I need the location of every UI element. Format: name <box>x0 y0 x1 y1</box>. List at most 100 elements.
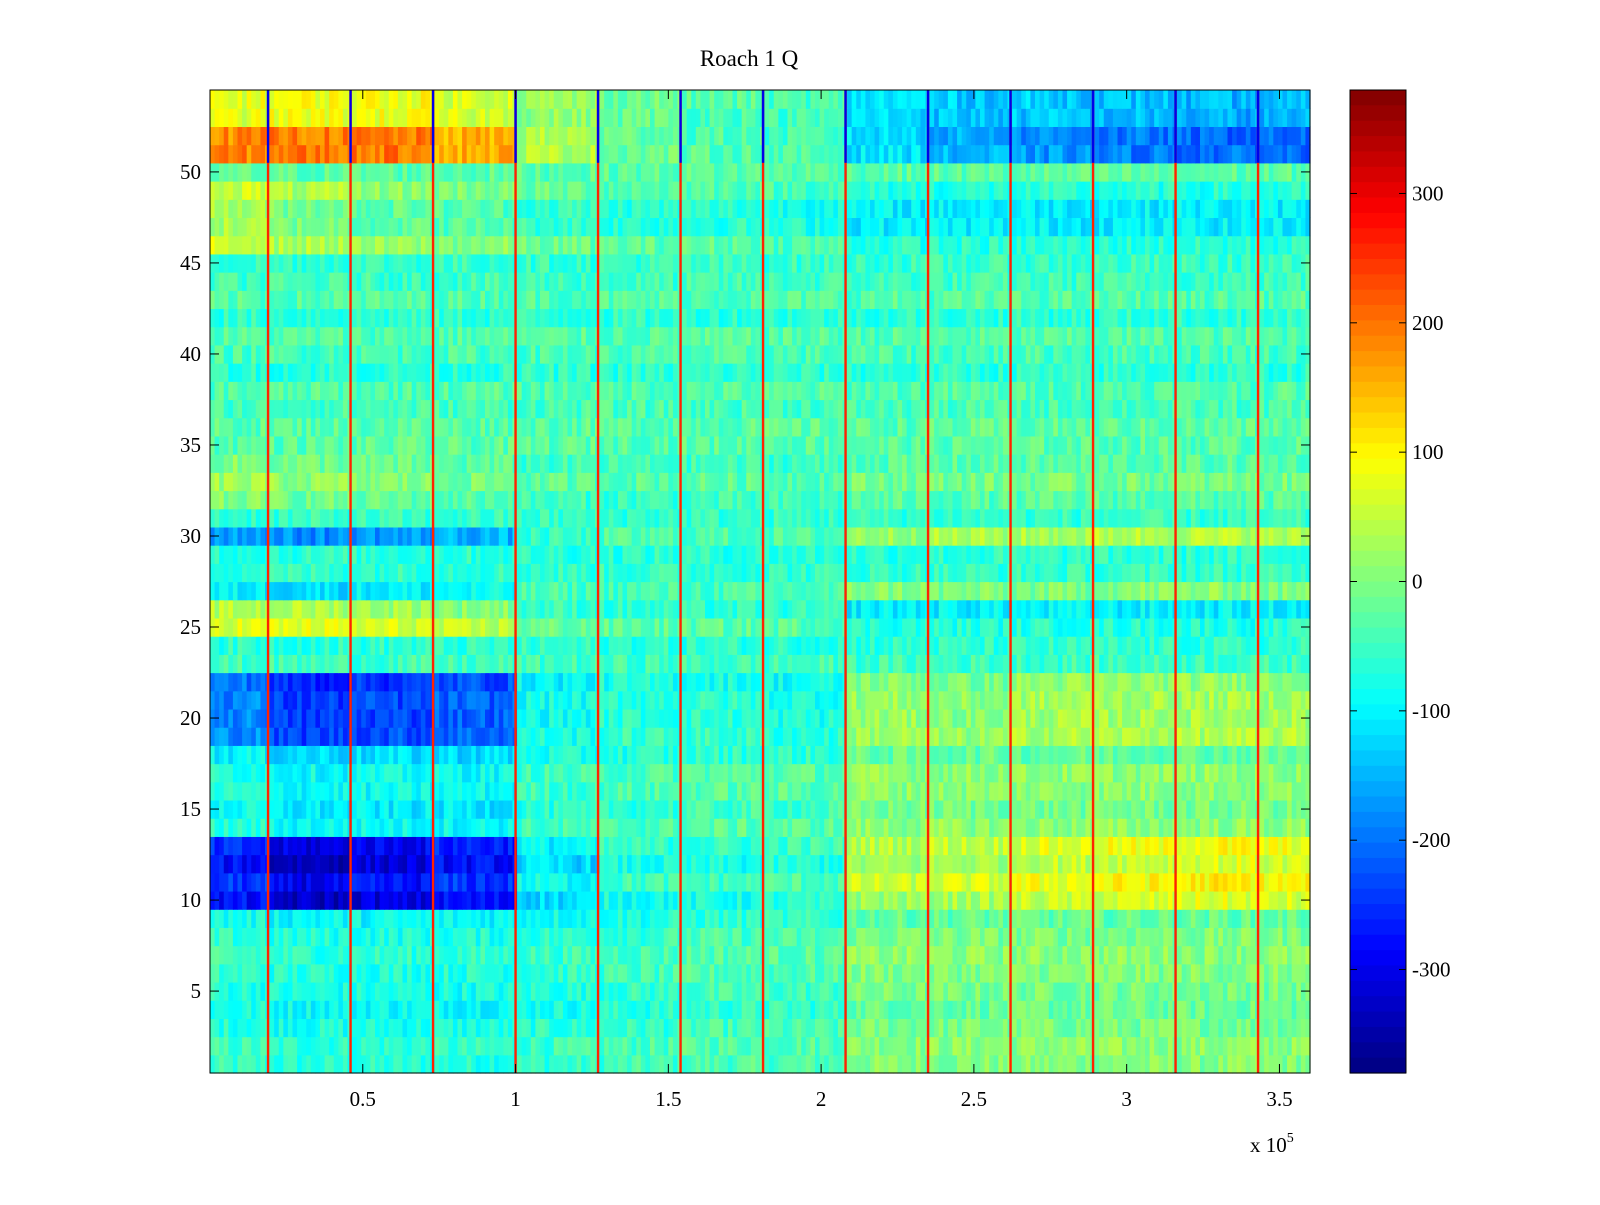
heatmap-cell <box>860 927 867 947</box>
heatmap-cell <box>604 1000 610 1019</box>
heatmap-cell <box>824 690 830 710</box>
heatmap-cell <box>329 745 335 765</box>
heatmap-cell <box>989 836 995 856</box>
heatmap-cell <box>801 836 807 856</box>
heatmap-cell <box>815 1018 821 1038</box>
heatmap-cell <box>251 981 257 1001</box>
heatmap-cell <box>342 708 349 728</box>
heatmap-cell <box>787 708 793 728</box>
heatmap-cell <box>847 963 853 983</box>
heatmap-cell <box>636 1054 642 1074</box>
heatmap-cell <box>975 927 981 947</box>
heatmap-cell <box>874 909 880 928</box>
heatmap-cell <box>1305 836 1311 856</box>
heatmap-cell <box>700 818 706 837</box>
heatmap-cell <box>489 945 495 965</box>
heatmap-cell <box>411 727 417 746</box>
heatmap-cell <box>1016 1018 1022 1038</box>
heatmap-cell <box>540 818 546 837</box>
heatmap-cell <box>232 909 239 928</box>
heatmap-cell <box>448 745 454 765</box>
heatmap-cell <box>1200 1018 1206 1038</box>
heatmap-cell <box>810 708 816 728</box>
heatmap-cell <box>1195 909 1201 928</box>
heatmap-cell <box>246 1036 252 1056</box>
heatmap-cell <box>297 818 303 837</box>
heatmap-cell <box>1103 963 1109 983</box>
heatmap-cell <box>1236 872 1242 892</box>
heatmap-cell <box>549 1000 555 1019</box>
heatmap-cell <box>269 818 275 837</box>
heatmap-cell <box>375 708 381 728</box>
heatmap-cell <box>242 836 248 856</box>
heatmap-cell <box>1181 1036 1187 1056</box>
heatmap-cell <box>659 1036 665 1056</box>
heatmap-cell <box>833 763 839 783</box>
heatmap-cell <box>888 708 894 728</box>
heatmap-cell <box>553 690 559 710</box>
heatmap-cell <box>1062 872 1068 892</box>
heatmap-cell <box>778 1036 784 1056</box>
heatmap-cell <box>975 836 981 856</box>
heatmap-cell <box>617 890 624 910</box>
heatmap-cell <box>943 927 949 947</box>
heatmap-cell <box>1030 854 1036 874</box>
heatmap-cell <box>828 1000 834 1019</box>
heatmap-cell <box>727 872 734 892</box>
heatmap-cell <box>663 818 669 837</box>
heatmap-cell <box>1016 909 1022 928</box>
heatmap-cell <box>874 945 880 965</box>
heatmap-cell <box>980 690 986 710</box>
heatmap-cell <box>769 781 775 801</box>
heatmap-cell <box>471 945 477 965</box>
heatmap-cell <box>425 945 431 965</box>
heatmap-cell <box>457 763 463 783</box>
heatmap-cell <box>975 981 981 1001</box>
heatmap-cell <box>576 763 582 783</box>
heatmap-cell <box>1204 1000 1210 1019</box>
heatmap-cell <box>672 818 679 837</box>
heatmap-cell <box>989 1036 995 1056</box>
heatmap-cell <box>310 909 317 928</box>
heatmap-cell <box>1145 927 1151 947</box>
heatmap-cell <box>1071 799 1077 819</box>
heatmap-cell <box>805 963 812 983</box>
heatmap-cell <box>1186 909 1192 928</box>
heatmap-cell <box>439 890 445 910</box>
heatmap-cell <box>242 708 248 728</box>
heatmap-cell <box>1048 1018 1054 1038</box>
heatmap-cell <box>879 890 885 910</box>
heatmap-cell <box>1300 909 1307 928</box>
heatmap-cell <box>342 981 349 1001</box>
heatmap-cell <box>1222 836 1229 856</box>
heatmap-cell <box>640 799 647 819</box>
heatmap-cell <box>388 1000 394 1019</box>
heatmap-cell <box>856 1036 862 1056</box>
heatmap-cell <box>1002 927 1009 947</box>
heatmap-cell <box>902 781 908 801</box>
heatmap-cell <box>732 799 738 819</box>
heatmap-cell <box>324 963 330 983</box>
heatmap-cell <box>420 1018 427 1038</box>
heatmap-cell <box>379 708 385 728</box>
heatmap-cell <box>462 1018 468 1038</box>
heatmap-cell <box>787 727 793 746</box>
heatmap-cell <box>329 690 335 710</box>
heatmap-cell <box>705 1054 711 1074</box>
heatmap-cell <box>938 927 944 947</box>
heatmap-cell <box>1094 708 1100 728</box>
heatmap-cell <box>888 799 894 819</box>
heatmap-cell <box>1053 909 1059 928</box>
heatmap-cell <box>1112 799 1119 819</box>
heatmap-cell <box>929 1000 935 1019</box>
heatmap-cell <box>755 727 761 746</box>
heatmap-cell <box>242 890 248 910</box>
heatmap-cell <box>1218 1000 1224 1019</box>
heatmap-cell <box>1131 854 1137 874</box>
heatmap-cell <box>737 981 743 1001</box>
heatmap-cell <box>232 1000 239 1019</box>
heatmap-cell <box>590 890 596 910</box>
heatmap-cell <box>210 745 216 765</box>
heatmap-cell <box>540 1036 546 1056</box>
heatmap-cell <box>1112 927 1119 947</box>
